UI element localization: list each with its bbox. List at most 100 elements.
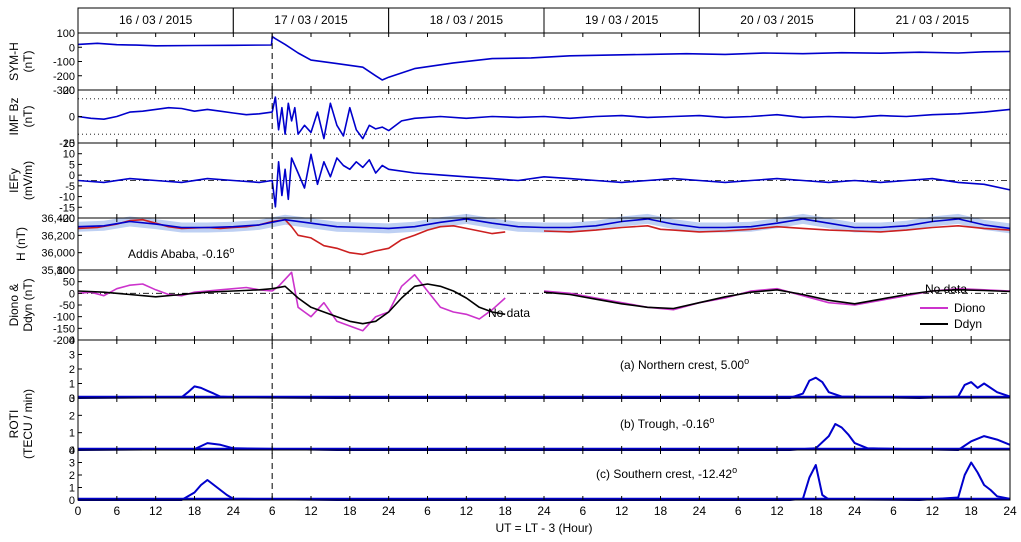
y-tick-label: -200 <box>53 335 75 347</box>
y-tick-label: -20 <box>59 138 75 150</box>
y-axis-label: (nT) <box>21 51 35 73</box>
y-axis-label: ROTI <box>7 410 21 439</box>
y-tick-label: -150 <box>53 323 75 335</box>
series-line <box>77 153 1011 208</box>
series-line <box>543 225 1011 233</box>
x-tick-label: 24 <box>693 504 707 518</box>
x-tick-label: 18 <box>188 504 202 518</box>
annotation-text: (a) Northern crest, 5.00 <box>620 358 744 372</box>
y-tick-label: -300 <box>53 85 75 97</box>
x-tick-label: 6 <box>579 504 586 518</box>
y-tick-label: 0 <box>69 393 75 405</box>
y-tick-label: -100 <box>53 312 75 324</box>
y-axis-label: SYM-H <box>7 42 21 81</box>
legend-label: Ddyn <box>954 317 982 331</box>
y-axis-label: Diono & <box>7 284 21 327</box>
panel-imfbz: 20 0 -20 IMF Bz (nT) <box>7 85 1011 150</box>
x-tick-label: 12 <box>149 504 163 518</box>
panel-roti_b: 3 2 1 0 ROTI (TECU / min) (b) Trough, -0.16o <box>7 389 1011 459</box>
y-tick-label: 3 <box>69 393 75 405</box>
series-line <box>543 289 1011 310</box>
panel-h: 36,400 36,200 36,000 35,800 H (nT) Addis Abab… <box>14 213 1011 277</box>
x-tick-label: 6 <box>424 504 431 518</box>
series-line <box>77 283 506 325</box>
y-tick-label: 2 <box>69 470 75 482</box>
panel-frame <box>77 339 1011 399</box>
y-tick-label: 1 <box>69 428 75 440</box>
y-tick-label: 0 <box>69 288 75 300</box>
date-box <box>232 7 390 34</box>
series-line <box>78 461 1011 501</box>
x-tick-label: 18 <box>809 504 823 518</box>
panel-annotation: (a) Northern crest, 5.00o <box>620 356 749 372</box>
x-tick-label: 24 <box>382 504 396 518</box>
panel-annotation: (b) Trough, -0.16o <box>620 415 714 431</box>
y-tick-label: -200 <box>53 71 75 83</box>
y-axis-label: Ddyn (nT) <box>21 278 35 331</box>
y-tick-label: 4 <box>69 445 75 457</box>
y-tick-label: 5 <box>69 159 75 171</box>
y-tick-label: 10 <box>63 149 75 161</box>
y-tick-label: 35,800 <box>41 265 75 277</box>
x-tick-label: 0 <box>75 504 82 518</box>
x-axis: 0 6 12 18 24 6 12 18 24 6 12 18 24 6 12 18 24 6 12 18 24 6 12 1… <box>75 504 1017 518</box>
y-tick-label: -15 <box>59 202 75 214</box>
x-tick-label: 18 <box>343 504 357 518</box>
panel-annotation: Addis Ababa, -0.16o <box>128 245 234 261</box>
date-box <box>854 7 1011 34</box>
y-tick-label: 1 <box>69 483 75 495</box>
y-tick-label: 3 <box>69 350 75 362</box>
y-tick-label: 2 <box>69 364 75 376</box>
legend-label: Diono <box>954 301 986 315</box>
x-tick-label: 18 <box>964 504 978 518</box>
x-tick-label: 24 <box>1003 504 1017 518</box>
y-tick-label: -20 <box>59 213 75 225</box>
x-tick-label: 12 <box>770 504 784 518</box>
x-tick-label: 24 <box>537 504 551 518</box>
y-axis-label: IEFy <box>7 168 21 193</box>
x-tick-label: 18 <box>654 504 668 518</box>
degree-superscript: o <box>744 356 749 366</box>
x-tick-label: 24 <box>227 504 241 518</box>
x-tick-label: 12 <box>926 504 940 518</box>
panel-roti_a: 4 3 2 1 0 (a) Northern crest, 5.00o <box>69 335 1011 405</box>
y-tick-label: 100 <box>57 28 75 40</box>
y-tick-label: 36,400 <box>41 213 75 225</box>
x-tick-label: 18 <box>498 504 512 518</box>
x-tick-label: 6 <box>890 504 897 518</box>
annotation-text: (b) Trough, -0.16 <box>620 417 710 431</box>
date-label: 17 / 03 / 2015 <box>274 13 348 27</box>
panel-frame <box>77 449 1011 501</box>
date-label: 18 / 03 / 2015 <box>430 13 504 27</box>
y-axis-label: (TECU / min) <box>21 389 35 459</box>
y-tick-label: 50 <box>63 277 75 289</box>
series-line <box>77 423 1011 451</box>
annotation-text: Addis Ababa, -0.16 <box>128 247 230 261</box>
date-label: 21 / 03 / 2015 <box>896 13 970 27</box>
x-tick-label: 24 <box>848 504 862 518</box>
panel-symh: 100 0 -100 -200 -300 SYM-H (nT) <box>7 28 1011 97</box>
x-tick-label: 6 <box>113 504 120 518</box>
date-label: 19 / 03 / 2015 <box>585 13 659 27</box>
annotation-text: (c) Southern crest, -12.42 <box>596 467 732 481</box>
y-tick-label: -5 <box>65 181 75 193</box>
date-label: 16 / 03 / 2015 <box>119 13 193 27</box>
series-line <box>77 271 506 332</box>
y-tick-label: 1 <box>69 379 75 391</box>
y-axis-label: IMF Bz <box>7 98 21 136</box>
y-axis-label: H (nT) <box>14 227 28 261</box>
degree-superscript: o <box>709 415 714 425</box>
y-tick-label: 100 <box>57 265 75 277</box>
y-axis-label: (nT) <box>21 106 35 128</box>
panel-frame <box>77 397 1011 451</box>
y-tick-label: 36,200 <box>41 230 75 242</box>
series-line <box>77 96 1011 140</box>
y-axis-label: (mV/m) <box>21 161 35 200</box>
no-data-label: No data <box>488 306 530 320</box>
date-box <box>77 7 234 34</box>
